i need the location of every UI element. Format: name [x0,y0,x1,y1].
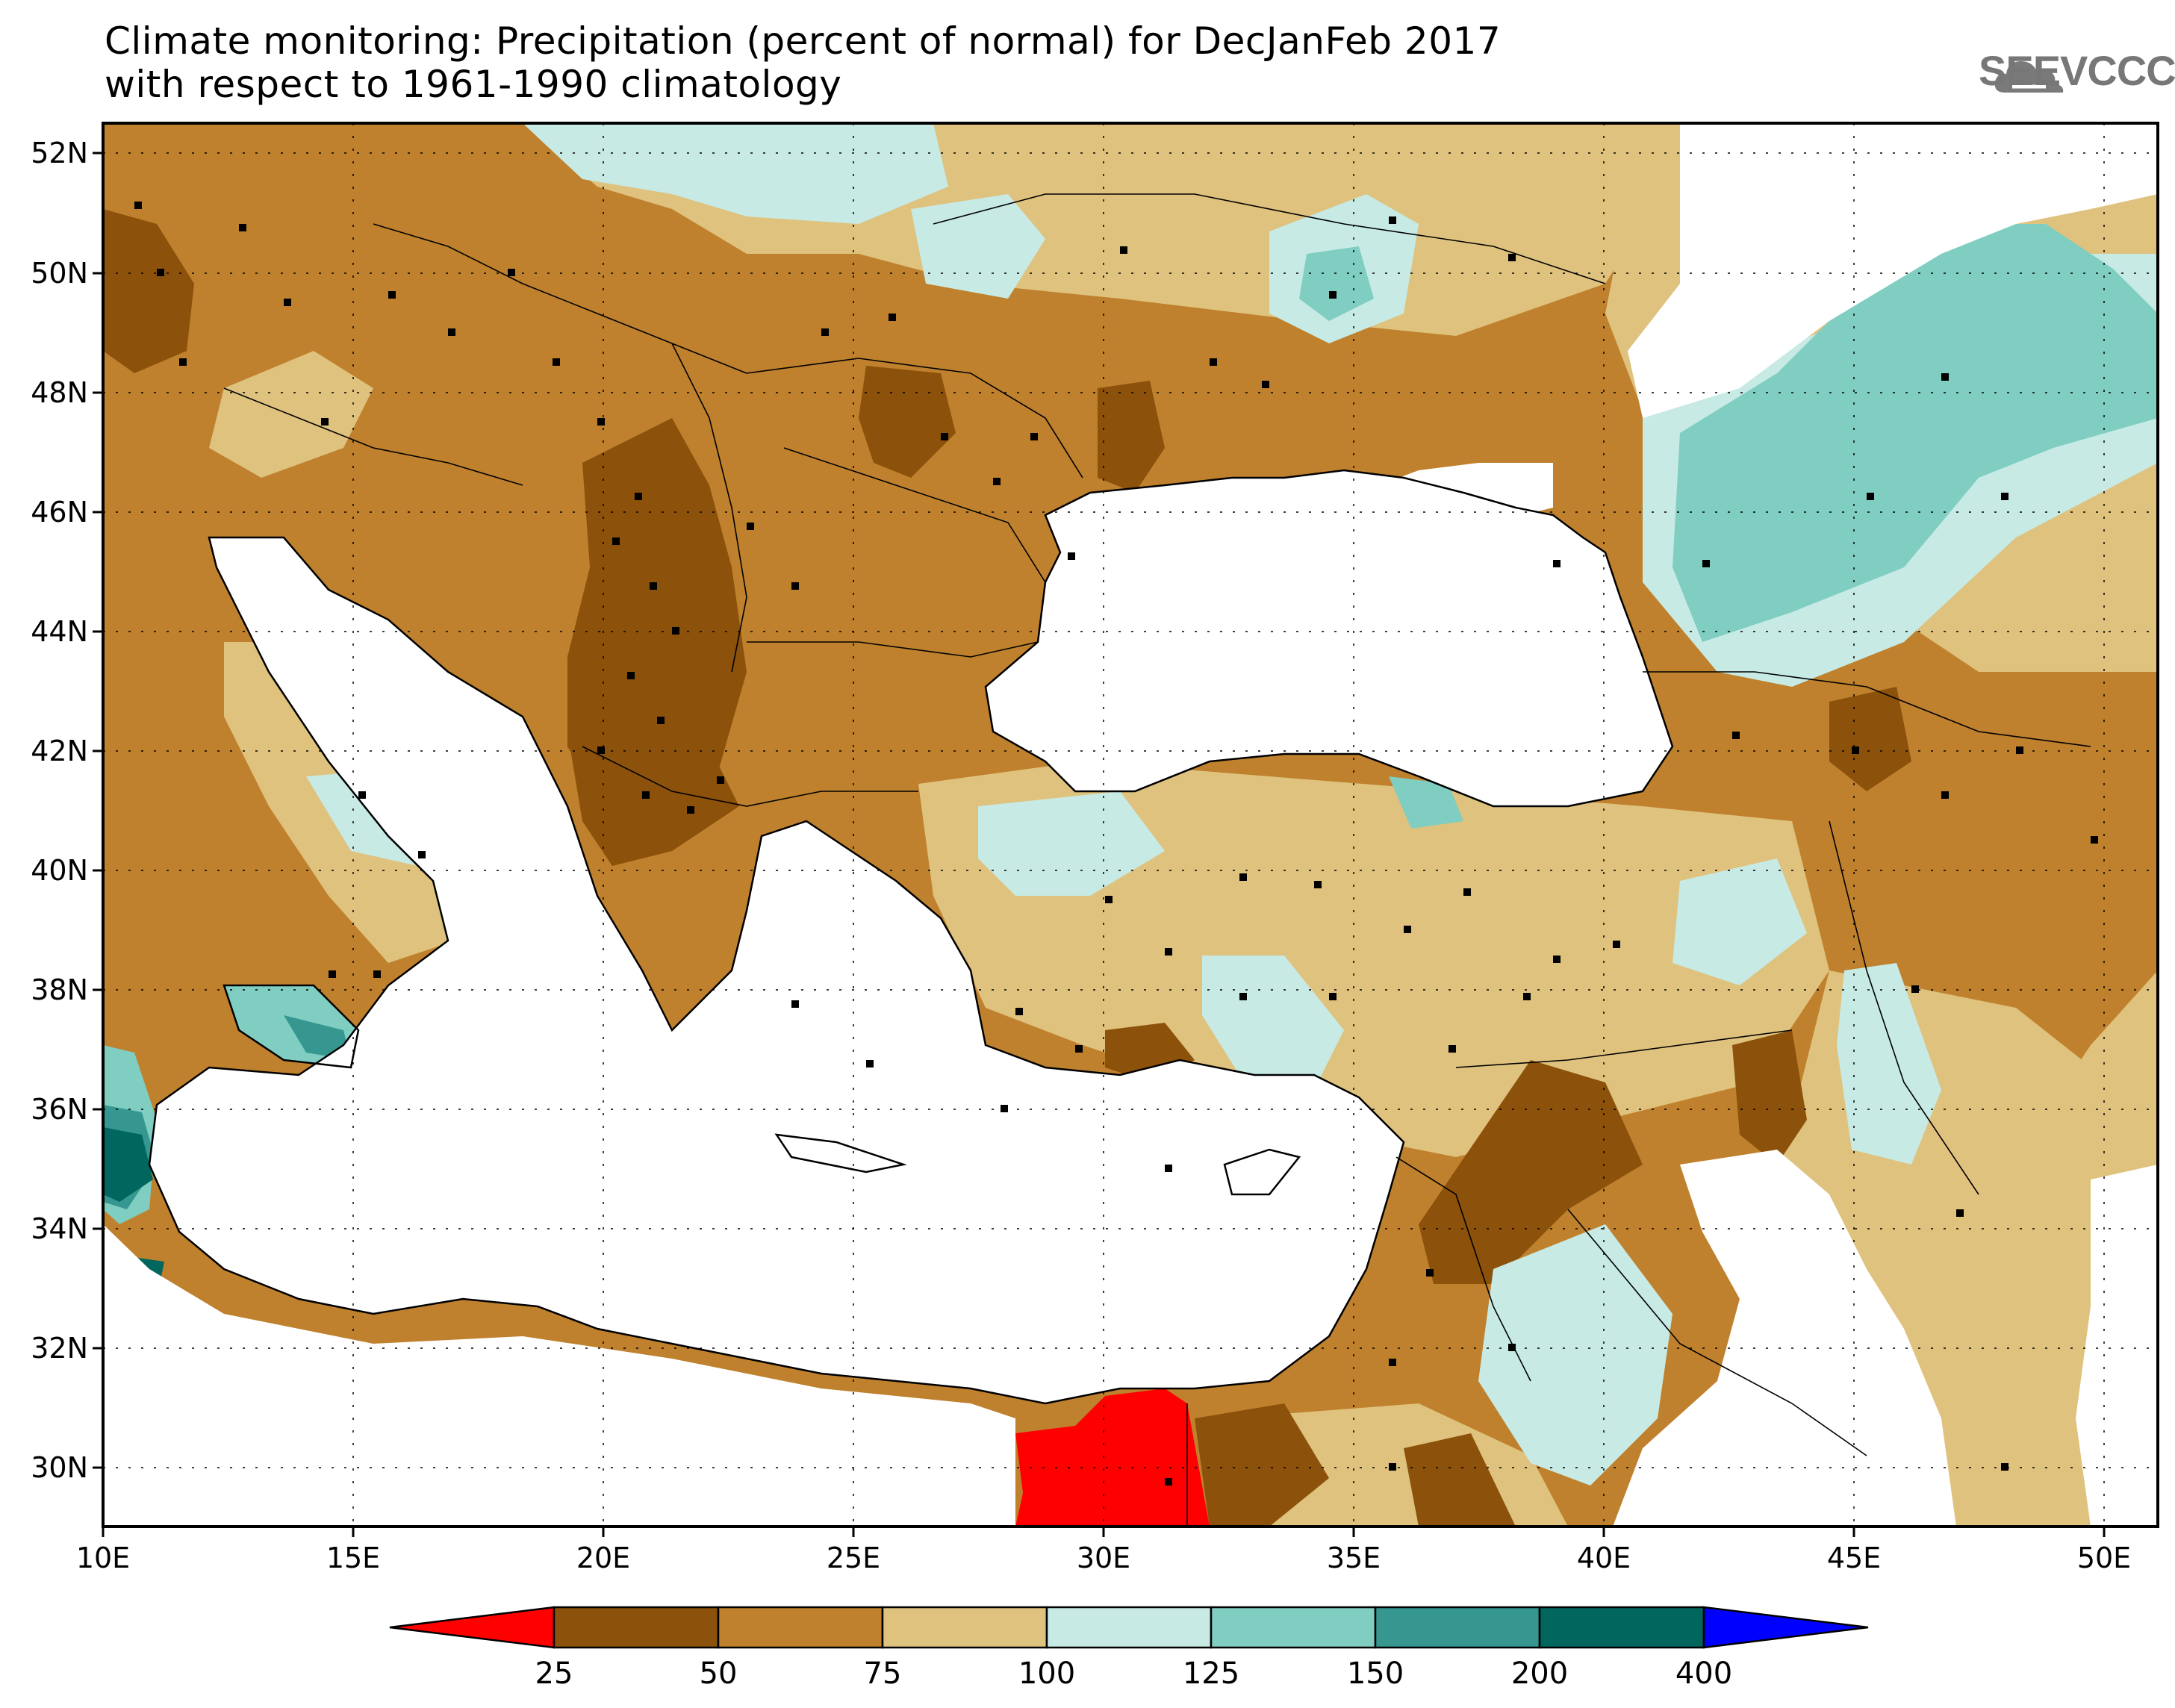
field-125-150-belarus [1299,246,1374,321]
lat-label: 44N [31,615,88,648]
colorbar-label: 50 [700,1656,738,1691]
colorbar-label: 100 [1018,1656,1075,1691]
field-150-200-sicily [284,1015,351,1060]
lon-label: 15E [326,1542,380,1574]
colorbar-label: 200 [1511,1656,1568,1691]
gridlines [103,123,2158,1527]
field-100-125-anatolia-central [1202,956,1344,1090]
lon-label: 20E [576,1542,630,1574]
field-25-50-macedonia [567,732,739,866]
title-line-1: Climate monitoring: Precipitation (perce… [105,19,1502,63]
north-africa-nodata [103,1224,1015,1527]
tick-marks [93,152,2106,1537]
field-75-100-italy [209,351,373,478]
map-title: Climate monitoring: Precipitation (perce… [105,19,1501,106]
field-100-125-iran [1837,963,1941,1165]
field-100-125-poland [523,123,948,224]
caspian-nodata [2076,1165,2158,1527]
field-below-25-egypt [1015,1388,1210,1527]
colorbar-75-100 [881,1606,1048,1649]
field-125-150-turkey-coast [1389,776,1463,829]
colorbar-50-75 [717,1606,884,1649]
lat-label: 50N [31,257,88,290]
lat-label: 40N [31,854,88,887]
field-25-50-moldova [1098,381,1165,493]
lat-label: 32N [31,1332,88,1365]
station-markers [134,202,2098,1486]
colorbar-200-400 [1538,1606,1705,1649]
field-100-125-anatolia [978,791,1165,896]
lat-label: 36N [31,1093,88,1126]
lat-label: 48N [31,376,88,409]
colorbar-label: 75 [864,1656,902,1691]
colorbar-125-150 [1210,1606,1377,1649]
latitude-labels: 52N 50N 48N 46N 44N 42N 40N 38N 36N 34N … [31,137,88,1484]
lon-label: 10E [76,1542,130,1574]
colorbar: 25 50 75 100 125 150 200 400 [389,1606,1869,1691]
lon-label: 30E [1077,1542,1130,1574]
field-200-400-tunisia [103,1127,153,1202]
lon-label: 40E [1577,1542,1631,1574]
lon-label: 45E [1827,1542,1881,1574]
field-25-50-sinai [1195,1403,1329,1527]
cloud-icon [1994,61,2064,93]
lat-label: 52N [31,137,88,169]
colorbar-above-400 [1702,1606,1869,1649]
field-25-50-syria [1419,1060,1643,1284]
colorbar-label: 400 [1675,1656,1732,1691]
country-borders [223,193,2091,1527]
mediterranean-sea [149,537,1404,1403]
logo-text: SEEVCCC [1979,47,2175,94]
lon-label: 50E [2077,1542,2131,1574]
lon-label: 35E [1327,1542,1381,1574]
coastlines [148,469,1674,1405]
field-25-50-armenia [1829,687,1911,791]
field-100-125-belarus [911,194,1045,299]
map-frame [102,122,2159,1528]
colorbar-below-25 [389,1606,556,1649]
field-25-50-serbia [567,418,747,836]
map-field [103,123,2158,1527]
field-100-125-caspian [1673,858,1807,985]
arabia-nodata [1613,1150,1956,1527]
lat-label: 42N [31,735,88,767]
longitude-labels: 10E 15E 20E 25E 30E 35E 40E 45E 50E [76,1542,2131,1574]
colorbar-label: 125 [1183,1656,1239,1691]
colorbar-label: 25 [535,1656,573,1691]
title-line-2: with respect to 1961-1990 climatology [105,63,842,106]
lat-label: 30N [31,1451,88,1484]
field-25-50-germany [103,209,194,373]
lat-label: 38N [31,973,88,1006]
field-25-50-jordan [1404,1433,1516,1527]
colorbar-25-50 [553,1606,720,1649]
lat-label: 46N [31,496,88,529]
azov-sea [1359,463,1553,537]
russia-nodata [1628,123,2158,418]
colorbar-label: 150 [1347,1656,1404,1691]
black-sea [986,470,1673,806]
field-25-50-iraq [1732,1030,1807,1165]
colorbar-100-125 [1045,1606,1213,1649]
field-125-150-russia [1673,224,2158,642]
field-25-50-romania [859,366,956,478]
lat-label: 34N [31,1212,88,1245]
field-100-125-jordan [1478,1224,1673,1486]
colorbar-150-200 [1374,1606,1541,1649]
lon-label: 25E [827,1542,880,1574]
